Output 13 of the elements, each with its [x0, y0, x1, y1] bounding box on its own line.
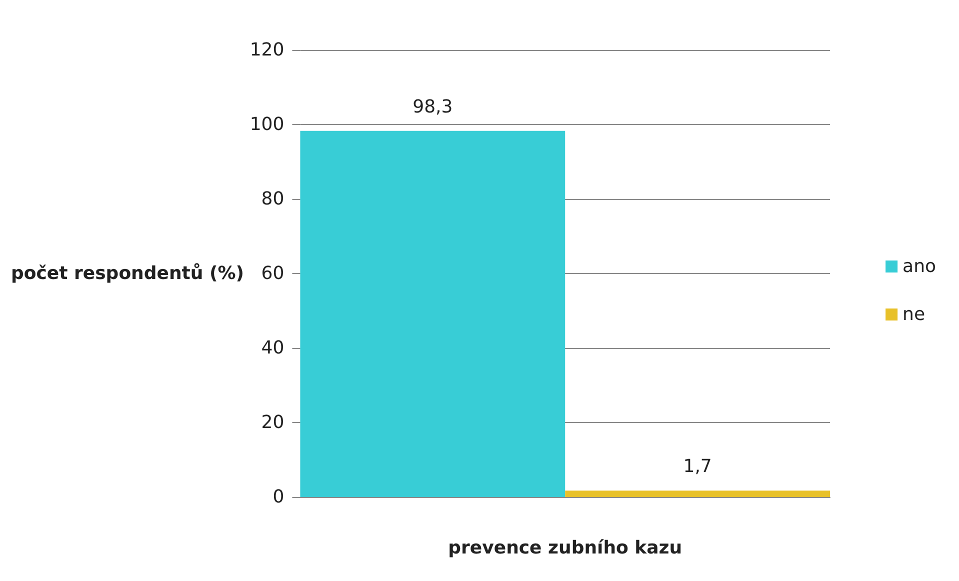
legend-label: ano [902, 256, 936, 277]
data-label: 1,7 [683, 456, 712, 478]
legend-label: ne [902, 304, 926, 325]
y-tick-label: 0 [272, 486, 284, 508]
y-tick-label: 80 [261, 188, 284, 210]
x-axis-title: prevence zubního kazu [448, 538, 682, 558]
y-tick-label: 100 [250, 114, 284, 135]
y-tick-label: 40 [261, 338, 284, 358]
y-axis-title: počet respondentů (%) [10, 263, 244, 284]
data-label: 98,3 [412, 96, 453, 118]
y-tick-label: 20 [261, 412, 284, 433]
y-tick-label: 120 [250, 40, 284, 60]
y-tick-label: 60 [261, 263, 284, 284]
